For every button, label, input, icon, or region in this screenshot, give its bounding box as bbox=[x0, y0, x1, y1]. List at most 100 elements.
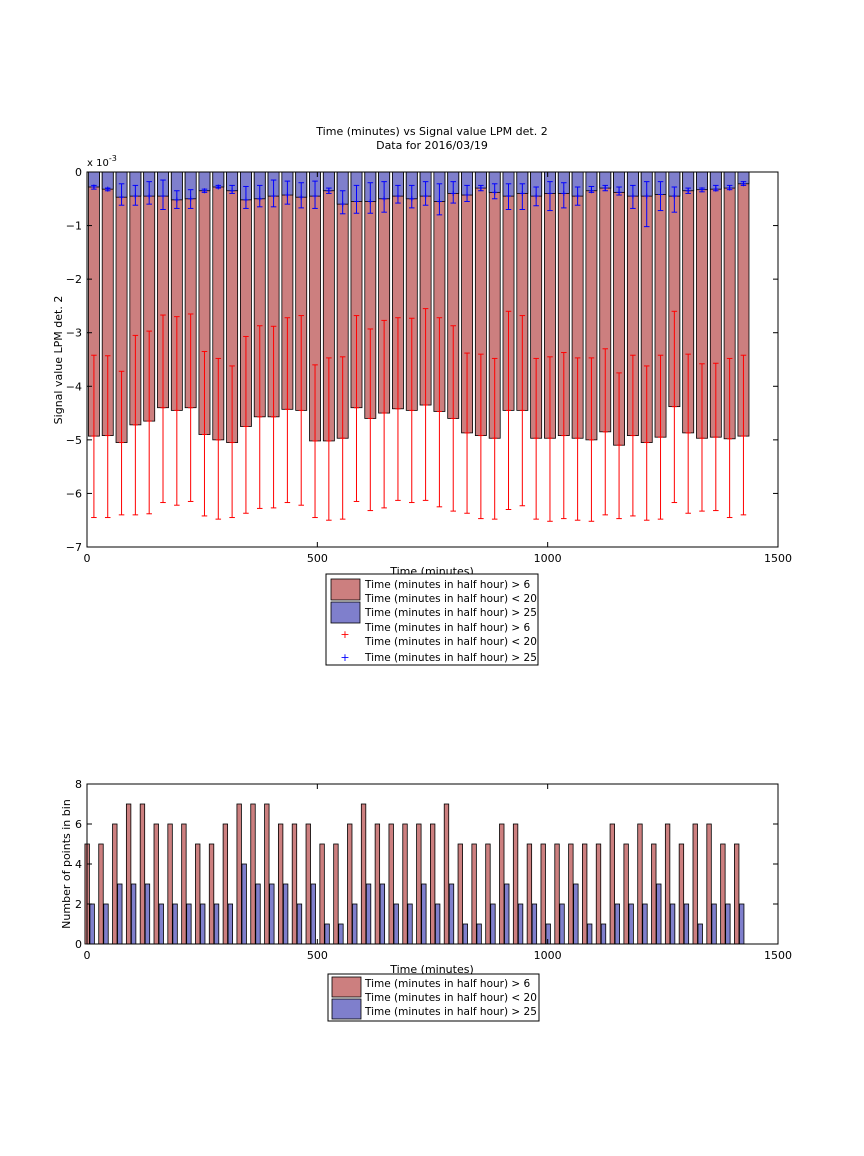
bar-red bbox=[360, 803, 367, 945]
bar-blue bbox=[739, 903, 745, 945]
legend-label-blue-bar: Time (minutes in half hour) > 25 bbox=[364, 1006, 537, 1018]
y-tick-label: −1 bbox=[66, 220, 82, 233]
bar-blue bbox=[725, 903, 731, 945]
bar-red bbox=[305, 823, 311, 945]
bar-blue bbox=[573, 883, 579, 945]
bar-red bbox=[457, 843, 463, 945]
bar-blue bbox=[282, 883, 289, 945]
legend-label-mid: Time (minutes in half hour) < 20 bbox=[364, 992, 537, 1004]
y-tick-label: −6 bbox=[66, 487, 82, 500]
bar-red bbox=[512, 823, 519, 945]
bar-blue bbox=[559, 903, 565, 945]
bar-blue bbox=[227, 903, 234, 945]
bar-blue bbox=[711, 903, 717, 945]
bar-blue bbox=[186, 903, 192, 945]
bar-red bbox=[388, 823, 394, 945]
bar-blue bbox=[696, 171, 708, 191]
y-tick-label: −2 bbox=[66, 273, 82, 286]
bar-red bbox=[236, 803, 242, 945]
bar-red bbox=[499, 823, 505, 945]
bar-red bbox=[485, 843, 491, 945]
bar-red bbox=[443, 803, 450, 945]
x-tick-label: 1000 bbox=[534, 552, 562, 565]
bar-blue bbox=[435, 903, 441, 945]
bar-red bbox=[595, 843, 602, 945]
legend-swatch-red-bar bbox=[330, 578, 361, 601]
bar-red bbox=[208, 843, 215, 945]
chart-subtitle: Data for 2016/03/19 bbox=[376, 139, 488, 152]
bar-blue bbox=[379, 883, 386, 945]
bar-red bbox=[664, 823, 671, 945]
bar-blue bbox=[600, 923, 607, 945]
y-axis-label: Number of points in bin bbox=[60, 799, 73, 929]
y-tick-label: −4 bbox=[66, 380, 82, 393]
bar-blue bbox=[421, 883, 427, 945]
legend-marker-red: + bbox=[340, 628, 349, 641]
bar-blue bbox=[448, 883, 455, 945]
legend-label-blue-marker: Time (minutes in half hour) > 25 bbox=[364, 652, 537, 664]
bar-blue bbox=[198, 171, 211, 192]
bar-blue bbox=[504, 883, 510, 945]
bar-red bbox=[250, 803, 256, 945]
legend-swatch-blue-bar bbox=[330, 601, 361, 624]
bar-red bbox=[692, 823, 698, 945]
legend-label-red-marker-1: Time (minutes in half hour) > 6 bbox=[364, 622, 531, 634]
bar-red bbox=[347, 823, 353, 945]
bar-blue bbox=[462, 923, 468, 945]
bar-red bbox=[402, 823, 408, 945]
legend-marker-blue: + bbox=[340, 651, 349, 664]
bar-red bbox=[181, 823, 187, 945]
bar-red bbox=[568, 843, 574, 945]
bar-blue bbox=[117, 883, 123, 945]
x-tick-label: 500 bbox=[307, 949, 328, 962]
bar-blue bbox=[338, 923, 344, 945]
bar-blue bbox=[255, 883, 261, 945]
legend-label-red-bar-2: Time (minutes in half hour) < 20 bbox=[364, 593, 537, 605]
bar-red bbox=[277, 823, 284, 945]
bar-red bbox=[526, 843, 533, 945]
y-tick-label: 0 bbox=[75, 938, 82, 951]
bar-blue bbox=[200, 903, 206, 945]
x-tick-label: 1500 bbox=[764, 552, 792, 565]
bar-blue bbox=[365, 883, 372, 945]
bar-red bbox=[264, 803, 270, 945]
legend-label-red-bar-1: Time (minutes in half hour) > 6 bbox=[364, 579, 531, 591]
bar-blue bbox=[407, 903, 413, 945]
bar-blue bbox=[310, 883, 316, 945]
bar-red bbox=[222, 823, 229, 945]
bar-blue bbox=[101, 171, 114, 190]
y-tick-label: 6 bbox=[75, 818, 82, 831]
bar-red bbox=[540, 843, 546, 945]
x-tick-label: 1000 bbox=[534, 949, 562, 962]
bar-blue bbox=[324, 923, 330, 945]
bar-blue bbox=[697, 923, 703, 945]
bar-blue bbox=[517, 903, 524, 945]
bar-blue bbox=[269, 883, 275, 945]
bar-blue bbox=[393, 903, 399, 945]
bar-blue bbox=[614, 903, 620, 945]
signal-chart: Time (minutes) vs Signal value LPM det. … bbox=[52, 125, 792, 578]
x-tick-label: 0 bbox=[84, 949, 91, 962]
bar-blue bbox=[656, 883, 662, 945]
legend-label-red-marker-2: Time (minutes in half hour) < 20 bbox=[364, 636, 537, 648]
bar-red bbox=[720, 843, 726, 945]
bar-red bbox=[471, 843, 477, 945]
bar-blue bbox=[669, 903, 676, 945]
bar-blue bbox=[476, 923, 482, 945]
y-tick-label: −5 bbox=[66, 434, 82, 447]
bar-blue bbox=[103, 903, 109, 945]
legend-box bbox=[325, 573, 539, 666]
legend-swatch-blue-bar bbox=[331, 998, 362, 1020]
bar-red bbox=[706, 823, 712, 945]
bar-red bbox=[430, 823, 436, 945]
bar-blue bbox=[531, 903, 538, 945]
bar-red bbox=[167, 823, 173, 945]
count-chart: 0 2 4 6 8 0 500 1000 1500 Time (minutes) Number … bbox=[60, 778, 792, 976]
bar-red bbox=[98, 843, 104, 945]
bar-blue bbox=[241, 863, 247, 945]
bar-blue bbox=[296, 903, 303, 945]
bar-red bbox=[195, 843, 201, 945]
y-tick-label: −3 bbox=[66, 327, 82, 340]
bar-red bbox=[125, 803, 132, 945]
